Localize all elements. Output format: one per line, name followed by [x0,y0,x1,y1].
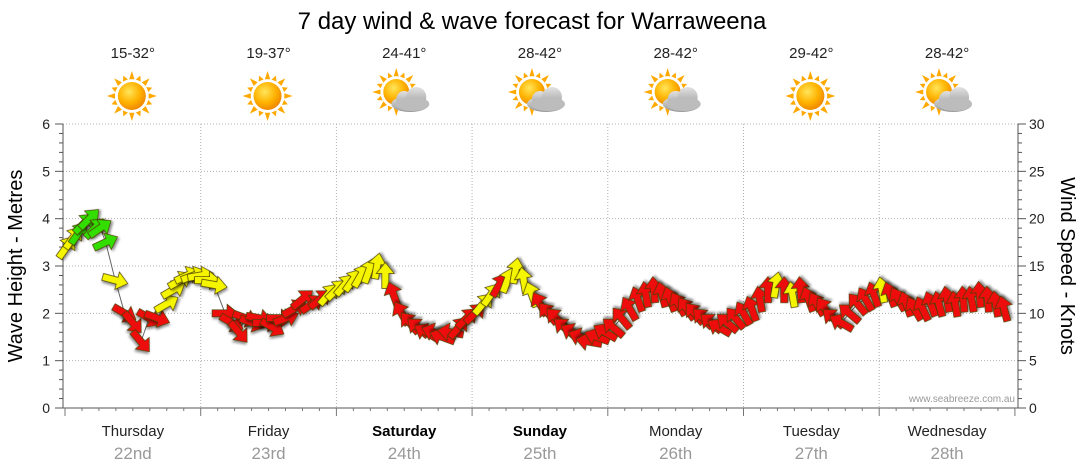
right-tick-label: 20 [1029,211,1045,227]
sun-icon [242,71,293,121]
left-tick-label: 5 [42,163,50,179]
temperature-label: 28-42° [925,45,969,62]
date-label: 26th [659,444,692,463]
right-tick-label: 10 [1029,305,1045,321]
wind-arrow [101,271,129,291]
right-tick-label: 25 [1029,163,1045,179]
left-tick-label: 6 [42,116,50,132]
wind-arrow [143,309,171,328]
wind-arrow [829,313,855,333]
wind-arrow [716,314,740,335]
wind-arrow [749,285,770,313]
cloud-icon [934,87,973,112]
right-tick-label: 0 [1029,400,1037,416]
date-label: 25th [523,444,556,463]
cloud-icon [662,87,701,112]
daily-temperatures: 15-32° 19-37° 24-41° 28-42° 28-42° 29-42° 28-4… [111,45,970,62]
date-label: 24th [388,444,421,463]
grid [63,123,1018,408]
temperature-label: 15-32° [111,45,155,62]
partly-cloudy-icon [372,68,430,116]
right-tick-label: 5 [1029,353,1037,369]
day-label: Sunday [513,423,568,440]
wind-arrows [55,209,1013,353]
wind-arrow [741,295,761,323]
left-tick-label: 4 [42,211,50,227]
chart-title: 7 day wind & wave forecast for Warraween… [298,8,767,35]
wind-arrow [977,285,998,313]
left-tick-label: 2 [42,305,50,321]
right-tick-label: 30 [1029,116,1045,132]
wind-arrow [211,303,239,324]
wind-arrow [367,252,387,280]
day-label: Tuesday [783,423,840,440]
wind-arrow [766,271,786,299]
day-label: Thursday [102,423,165,440]
wind-arrow [153,294,179,314]
wind-arrow [129,328,150,353]
left-axis-label: Wave Height - Metres [5,170,27,363]
sun-icon [785,71,836,121]
temperature-label: 28-42° [653,45,697,62]
wind-arrow [602,318,626,340]
cloud-icon [391,87,430,112]
left-tick-label: 3 [42,258,50,274]
date-label: 22nd [114,444,152,463]
day-label: Saturday [372,423,437,440]
wind-arrow [994,295,1013,323]
wind-arrow [383,281,402,309]
sun-icon [106,71,157,121]
temperature-label: 24-41° [382,45,426,62]
right-tick-label: 15 [1029,258,1045,274]
wind-arrow [227,319,248,343]
weather-icons [106,68,973,121]
day-label: Friday [248,423,290,440]
temperature-label: 28-42° [518,45,562,62]
temperature-label: 29-42° [789,45,833,62]
day-label: Monday [649,423,703,440]
date-label: 23rd [252,444,286,463]
wind-arrow [91,232,118,252]
left-tick-label: 1 [42,353,50,369]
wind-arrow [612,307,633,331]
wind-arrow [726,307,747,331]
date-label: 27th [795,444,828,463]
partly-cloudy-icon [643,68,701,116]
wind-arrow [77,209,99,231]
date-label: 28th [931,444,964,463]
cloud-icon [526,87,565,112]
wind-arrow [87,219,112,239]
wind-arrow [506,257,526,285]
axes: 0 1 2 3 4 5 6 0 5 10 15 20 25 30 [42,116,1045,416]
left-tick-label: 0 [42,400,50,416]
wind-arrow [969,280,990,309]
day-label: Wednesday [908,423,987,440]
right-axis-label: Wind Speed - Knots [1056,177,1078,355]
wind-arrow [200,275,228,295]
partly-cloudy-icon [915,68,973,116]
wind-arrow [774,276,794,304]
wind-arrow [848,293,870,317]
temperature-label: 19-37° [246,45,290,62]
wind-arrow [838,304,863,325]
day-labels: Thursday 22nd Friday 23rd Saturday 24th Sunday… [102,423,987,463]
partly-cloudy-icon [507,68,565,116]
watermark: www.seabreeze.com.au [908,394,1015,405]
